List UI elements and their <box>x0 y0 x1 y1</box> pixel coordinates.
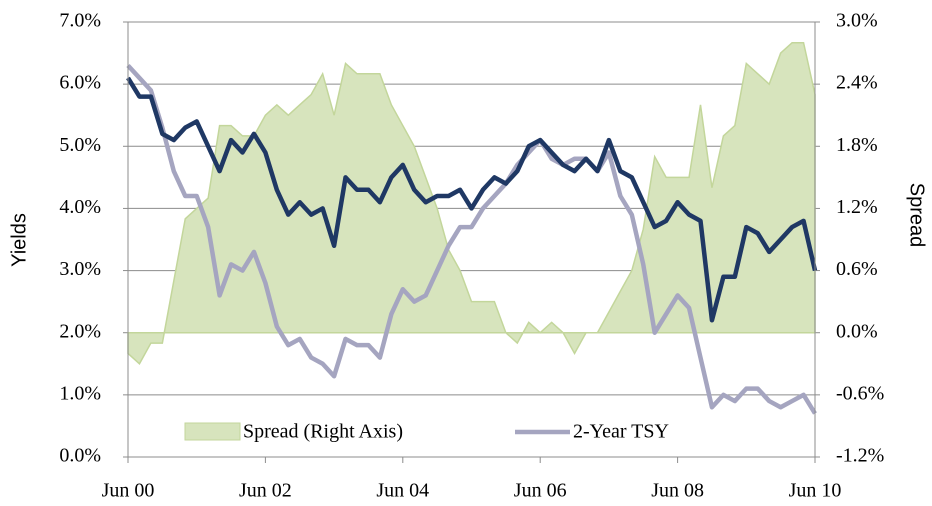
y-tick-label: 4.0% <box>59 196 101 218</box>
y-tick-label: 3.0% <box>59 258 101 280</box>
y2-tick-label: 0.6% <box>836 258 878 280</box>
y2-tick-label: 1.2% <box>836 196 878 218</box>
x-tick-label: Jun 04 <box>376 480 429 502</box>
y-axis-label: Yields <box>8 213 30 267</box>
legend-swatch <box>184 422 241 441</box>
y2-tick-label: 2.4% <box>836 72 878 94</box>
y2-axis-label: Spread <box>906 183 928 248</box>
spread-area <box>127 41 816 365</box>
x-tick-label: Jun 02 <box>239 480 292 502</box>
y-tick-label: 2.0% <box>59 320 101 342</box>
legend-label: 2-Year TSY <box>573 421 669 443</box>
x-tick-label: Jun 08 <box>651 480 704 502</box>
y-tick-label: 6.0% <box>59 72 101 94</box>
y-tick-label: 1.0% <box>59 382 101 404</box>
x-tick-label: Jun 00 <box>102 480 155 502</box>
y2-tick-label: -0.6% <box>836 382 884 404</box>
series-line <box>126 76 818 323</box>
series-line <box>126 63 817 415</box>
x-tick-label: Jun 06 <box>514 480 567 502</box>
y-tick-label: 7.0% <box>59 10 101 32</box>
y2-tick-label: 1.8% <box>836 134 878 156</box>
y-tick-label: 5.0% <box>59 134 101 156</box>
y2-tick-label: -1.2% <box>836 445 884 467</box>
legend-label: Spread (Right Axis) <box>243 421 403 443</box>
y-tick-label: 0.0% <box>59 445 101 467</box>
x-tick-label: Jun 10 <box>789 480 842 502</box>
y2-tick-label: 0.0% <box>836 320 878 342</box>
y2-tick-label: 3.0% <box>836 10 878 32</box>
